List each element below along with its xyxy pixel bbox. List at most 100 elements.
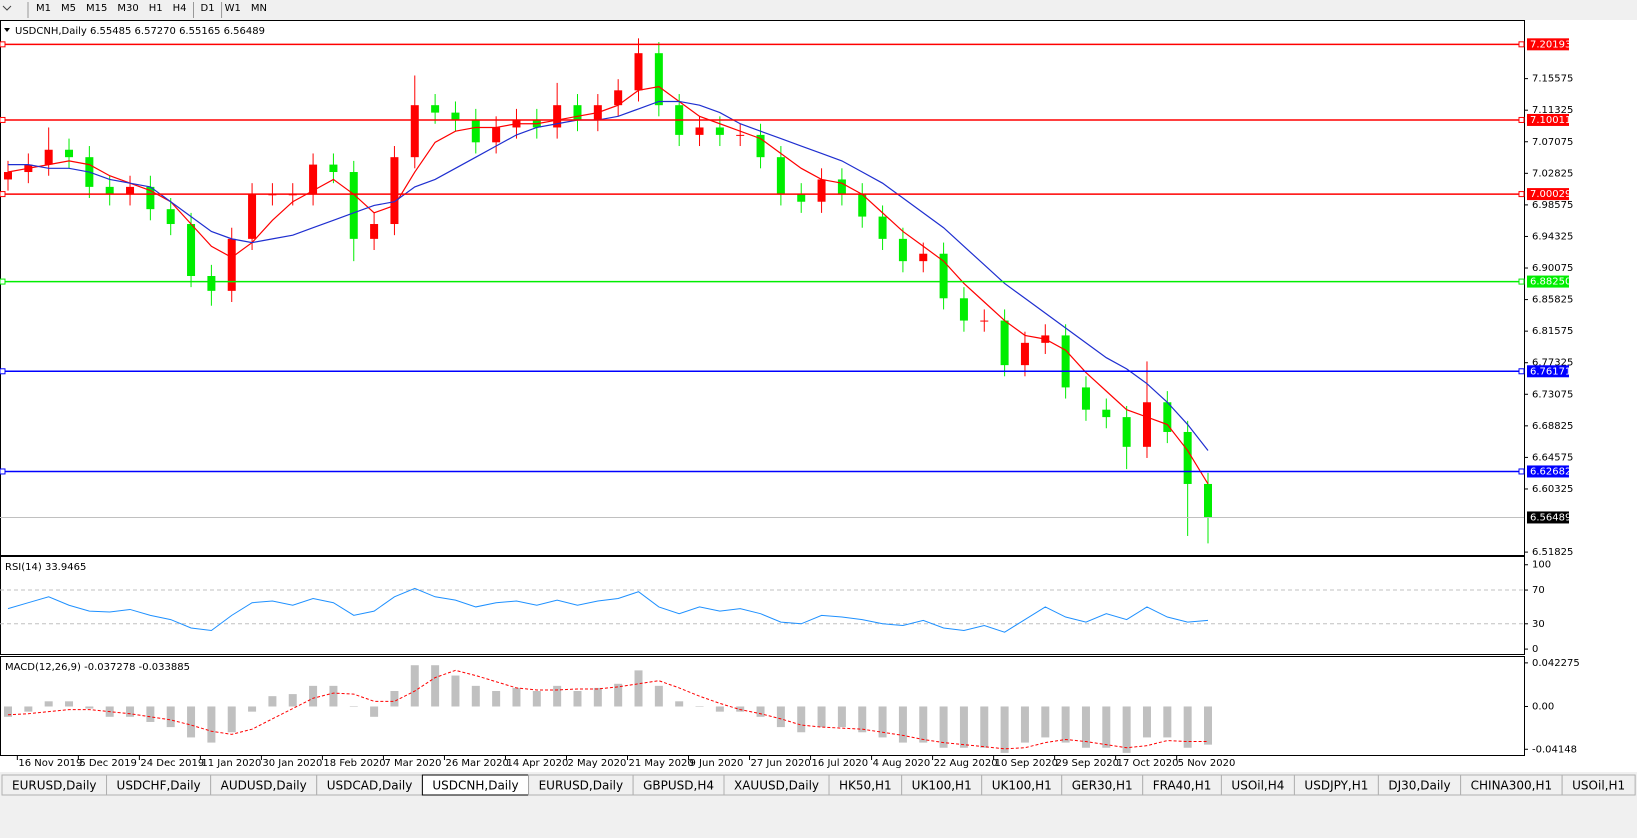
tab-label[interactable]: UK100,H1 (912, 779, 972, 793)
x-tick-label: 16 Nov 2019 (18, 758, 82, 769)
y-tick-label: 6.90075 (1532, 263, 1573, 274)
macd-bar (126, 706, 135, 717)
moving-average (7, 85, 1209, 485)
tab-label[interactable]: USOil,H1 (1572, 779, 1625, 793)
y-tick-label: 6.98575 (1532, 200, 1573, 211)
macd-bar (248, 706, 257, 712)
macd-bar (329, 685, 338, 707)
candle-body (187, 224, 196, 277)
level-handle (1518, 368, 1525, 375)
tab-label[interactable]: USDCAD,Daily (327, 779, 413, 793)
candle-body (1061, 335, 1070, 388)
tab-label[interactable]: USOil,H4 (1231, 779, 1284, 793)
tab-label[interactable]: HK50,H1 (839, 779, 892, 793)
tab-label[interactable]: UK100,H1 (992, 779, 1052, 793)
timeframe-button[interactable]: D1 (201, 3, 215, 14)
collapse-icon (4, 28, 10, 32)
tab-label[interactable]: EURUSD,Daily (539, 779, 624, 793)
macd-bar (776, 706, 785, 728)
macd-bar (492, 691, 501, 707)
candle-body (939, 253, 948, 299)
candle-body (1163, 402, 1172, 432)
y-tick-label: 6.64575 (1532, 452, 1573, 463)
candle-body (1081, 387, 1090, 410)
candle-body (898, 238, 907, 262)
macd-bar (573, 691, 582, 707)
candle-body (390, 157, 399, 225)
tab-label[interactable]: AUDUSD,Daily (221, 779, 307, 793)
candle-body (370, 224, 379, 239)
macd-bar (898, 706, 907, 743)
timeframe-button[interactable]: M5 (61, 3, 76, 14)
level-handle (1518, 191, 1525, 198)
timeframe-button[interactable]: M30 (117, 3, 138, 14)
tab-label[interactable]: USDCNH,Daily (432, 779, 518, 793)
macd-bar (553, 685, 562, 707)
panel-title: USDCNH,Daily 6.55485 6.57270 6.55165 6.5… (15, 26, 265, 37)
tab-label[interactable]: FRA40,H1 (1153, 779, 1212, 793)
tab[interactable] (1561, 774, 1636, 796)
timeframe-button[interactable]: MN (251, 3, 267, 14)
tab-label[interactable]: DJ30,Daily (1388, 779, 1450, 793)
tab-label[interactable]: USDCHF,Daily (117, 779, 201, 793)
macd-bar (980, 706, 989, 748)
macd-bar (634, 670, 643, 707)
tab-label[interactable]: USDJPY,H1 (1304, 779, 1368, 793)
candle-body (227, 238, 236, 291)
tab-label[interactable]: CHINA300,H1 (1471, 779, 1553, 793)
candle-body (715, 127, 724, 135)
level-handle (0, 191, 6, 198)
x-tick-label: 27 Jun 2020 (751, 758, 811, 769)
macd-bar (268, 696, 277, 707)
x-tick-label: 29 Sep 2020 (1056, 758, 1119, 769)
x-tick-label: 4 Aug 2020 (873, 758, 931, 769)
candle-body (207, 276, 216, 291)
timeframe-button[interactable]: M15 (86, 3, 107, 14)
y-tick-label: 7.15575 (1532, 74, 1573, 85)
timeframe-button[interactable]: W1 (225, 3, 241, 14)
x-tick-label: 10 Sep 2020 (995, 758, 1058, 769)
candle-body (837, 179, 846, 195)
x-tick-label: 16 Jul 2020 (812, 758, 869, 769)
toolbar-icon (2, 5, 12, 11)
tab-label[interactable]: GBPUSD,H4 (643, 779, 714, 793)
candle-body (614, 90, 623, 106)
macd-bar (1102, 706, 1111, 748)
macd-bar (858, 706, 867, 733)
y-tick-label: 6.85825 (1532, 295, 1573, 306)
macd-bar (1000, 706, 1009, 753)
candle-body (553, 105, 562, 128)
candle-body (980, 320, 989, 322)
level-label-box (1527, 465, 1569, 478)
timeframe-button[interactable]: H1 (149, 3, 163, 14)
y-tick-label: 7.07075 (1532, 137, 1573, 148)
y-tick-label: -0.04148 (1532, 744, 1577, 755)
candle-body (471, 120, 480, 143)
x-tick-label: 9 Jun 2020 (690, 758, 744, 769)
candle-body (65, 149, 74, 158)
y-tick-label: 7.11325 (1532, 105, 1573, 116)
candle-body (695, 127, 704, 135)
level-label: 6.88250 (1530, 277, 1571, 288)
candle-body (410, 105, 419, 158)
macd-bar (715, 706, 724, 712)
timeframe-button[interactable]: M1 (36, 3, 51, 14)
x-tick-label: 22 Aug 2020 (934, 758, 998, 769)
level-label-box (1527, 275, 1569, 288)
y-tick-label: 6.68825 (1532, 421, 1573, 432)
y-tick-label: 6.77325 (1532, 358, 1573, 369)
x-tick-label: 7 Mar 2020 (384, 758, 441, 769)
candle-body (1020, 342, 1029, 366)
macd-bar (390, 691, 399, 707)
timeframe-button[interactable]: H4 (173, 3, 187, 14)
macd-bar (349, 706, 358, 707)
candle-body (817, 179, 826, 202)
y-tick-label: 100 (1532, 560, 1551, 571)
macd-bar (44, 701, 53, 707)
candle-body (1122, 417, 1131, 447)
tab-label[interactable]: EURUSD,Daily (12, 779, 97, 793)
panel-frame (0, 20, 1525, 556)
tab-label[interactable]: GER30,H1 (1072, 779, 1133, 793)
candle-body (573, 105, 582, 121)
tab-label[interactable]: XAUUSD,Daily (734, 779, 819, 793)
